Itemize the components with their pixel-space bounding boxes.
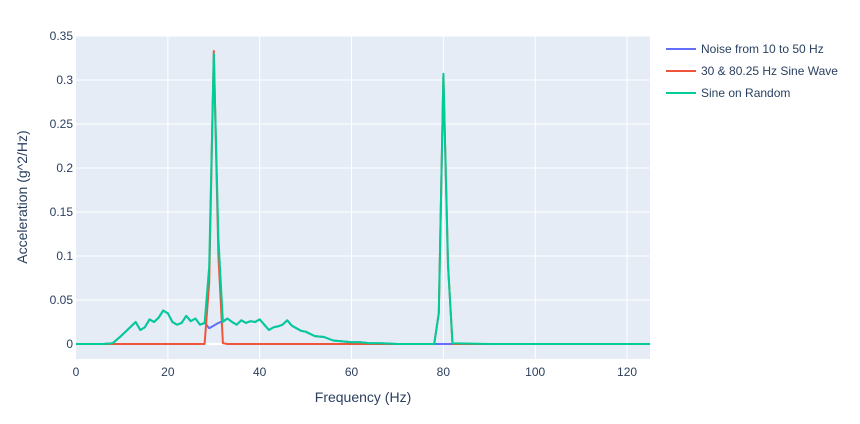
legend-label: Sine on Random	[701, 86, 791, 100]
legend-label: Noise from 10 to 50 Hz	[701, 42, 824, 56]
legend-label: 30 & 80.25 Hz Sine Wave	[701, 64, 838, 78]
y-tick-label: 0.2	[56, 161, 73, 175]
axis-ticks: 0 20 40 60 80 100 120 0 0.05 0.1 0.15 0.2 0.25 0.3 0.3…	[50, 29, 638, 379]
y-tick-label: 0.1	[56, 249, 73, 263]
y-tick-label: 0	[66, 337, 73, 351]
plot-area-background	[76, 36, 650, 359]
y-axis-title: Acceleration (g^2/Hz)	[14, 130, 30, 263]
y-tick-label: 0.05	[50, 293, 74, 307]
legend-swatch	[666, 70, 696, 72]
legend-item[interactable]: Noise from 10 to 50 Hz	[666, 38, 838, 60]
series-lines	[76, 50, 650, 345]
x-tick-label: 120	[617, 365, 637, 379]
chart-legend: Noise from 10 to 50 Hz 30 & 80.25 Hz Sine…	[666, 38, 838, 104]
legend-swatch	[666, 48, 696, 50]
legend-item[interactable]: 30 & 80.25 Hz Sine Wave	[666, 60, 838, 82]
legend-swatch	[666, 92, 696, 94]
x-tick-label: 20	[161, 365, 175, 379]
x-tick-label: 80	[437, 365, 451, 379]
y-tick-label: 0.15	[50, 205, 74, 219]
y-tick-label: 0.35	[50, 29, 74, 43]
y-tick-label: 0.3	[56, 73, 73, 87]
legend-item[interactable]: Sine on Random	[666, 82, 838, 104]
x-tick-label: 100	[525, 365, 545, 379]
y-tick-label: 0.25	[50, 117, 74, 131]
x-tick-label: 60	[345, 365, 359, 379]
x-tick-label: 40	[253, 365, 267, 379]
series-line-3	[76, 52, 650, 345]
x-axis-title: Frequency (Hz)	[315, 389, 411, 405]
x-tick-label: 0	[73, 365, 80, 379]
